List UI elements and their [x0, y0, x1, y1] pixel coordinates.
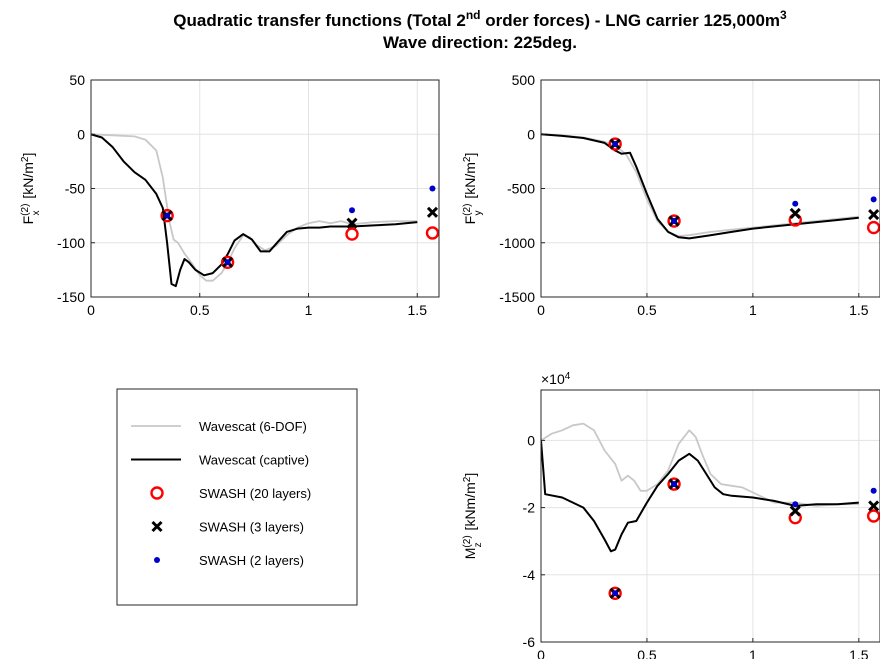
tick-label-y: -500	[507, 181, 535, 197]
title-superscript: nd	[466, 8, 481, 22]
legend-swatch-cross	[151, 520, 163, 533]
marker-dot	[224, 259, 231, 266]
legend-label: Wavescat (6-DOF)	[199, 419, 307, 434]
series-group	[541, 422, 859, 553]
legend-entry: Wavescat (6-DOF)	[131, 419, 307, 434]
tick-label-x: 1.5	[408, 302, 428, 318]
marker-dot	[870, 487, 877, 494]
tick-label-x: 0	[537, 647, 545, 659]
tick-label-y: -1000	[499, 235, 535, 251]
marker-cross	[426, 206, 439, 218]
tick-label-y: -50	[65, 181, 85, 197]
legend-entry: Wavescat (captive)	[131, 453, 309, 468]
tick-label-y: -1500	[499, 289, 535, 305]
marker-circle	[345, 227, 359, 241]
marker-circle	[667, 214, 681, 228]
plot-fx: 0 0.5 1 1.5 -150 -100 -50 0 50 F(2)x [kN/m2]	[20, 72, 440, 318]
marker-cross	[346, 217, 358, 229]
series-line	[541, 422, 859, 507]
marker-circle	[220, 255, 235, 269]
marker-cross	[789, 207, 801, 220]
axis-label-y: F(2)y [kN/m2]	[462, 153, 484, 225]
marker-dot	[870, 196, 877, 203]
marker-circle	[667, 477, 681, 491]
legend-box	[116, 388, 358, 606]
marker-dot	[612, 141, 619, 148]
tick-label-x: 1.5	[849, 647, 869, 659]
series-line	[91, 133, 418, 282]
legend-entry: SWASH (3 layers)	[151, 520, 304, 535]
tick-label-x: 0	[87, 302, 95, 318]
series-line	[91, 133, 418, 288]
legend: Wavescat (6-DOF) Wavescat (captive) SWASH …	[116, 388, 358, 606]
legend-label: SWASH (20 layers)	[199, 486, 311, 501]
tick-label-y: 0	[527, 432, 535, 448]
tick-label-y: 0	[77, 126, 85, 142]
marker-cross	[868, 208, 880, 221]
legend-swatch-dot	[154, 557, 160, 563]
axes-box	[540, 389, 880, 643]
tick-label-y: -6	[523, 634, 536, 650]
tick-label-y: -2	[523, 500, 536, 516]
marker-dot	[671, 481, 678, 488]
plot-area	[541, 390, 880, 642]
tick-label-y: 50	[69, 72, 85, 88]
tick-label-y: -4	[523, 567, 536, 583]
title-text: order forces) - LNG carrier 125,000m	[480, 11, 780, 30]
plot-fy: 0 0.5 1 1.5 -1500 -1000 -500 0 500 F(2)y [kN/m2]	[462, 72, 880, 318]
marker-dot	[429, 185, 436, 192]
axis-label-y: F(2)x [kN/m2]	[20, 153, 42, 225]
legend-label: Wavescat (captive)	[199, 453, 309, 468]
tick-label-x: 0.5	[637, 302, 657, 318]
tick-label-x: 1.5	[849, 302, 869, 318]
tick-label-x: 1	[749, 647, 757, 659]
marker-circle	[608, 137, 622, 151]
series-line	[541, 440, 859, 553]
tick-label-y: -150	[57, 289, 85, 305]
tick-label-x: 0.5	[637, 647, 657, 659]
series-group	[91, 133, 418, 288]
title-line-2: Wave direction: 225deg.	[383, 33, 577, 52]
legend-label: SWASH (2 layers)	[199, 553, 304, 568]
marker-cross	[789, 505, 801, 517]
legend-label: SWASH (3 layers)	[199, 520, 304, 535]
tick-label-x: 0	[537, 302, 545, 318]
tick-label-y: 500	[512, 72, 536, 88]
title-text: Quadratic transfer functions (Total 2	[173, 11, 466, 30]
title-line-1: Quadratic transfer functions (Total 2nd …	[173, 8, 787, 30]
marker-group	[608, 477, 880, 600]
marker-dot	[164, 212, 171, 219]
tick-label-y: 0	[527, 126, 535, 142]
tick-label-y: -100	[57, 235, 85, 251]
marker-group	[608, 137, 880, 235]
marker-dot	[671, 218, 678, 225]
marker-circle	[866, 509, 880, 523]
marker-circle	[160, 208, 174, 223]
marker-dot	[792, 200, 799, 207]
series-group	[541, 133, 859, 240]
legend-entry: SWASH (20 layers)	[150, 486, 311, 501]
axis-exponent: ×104	[541, 371, 571, 388]
series-line	[541, 133, 859, 240]
marker-circle	[866, 220, 880, 235]
marker-circle	[425, 226, 440, 240]
figure-title: Quadratic transfer functions (Total 2nd …	[173, 8, 787, 52]
marker-dot	[349, 207, 355, 214]
tick-label-x: 0.5	[190, 302, 210, 318]
title-superscript: 3	[780, 8, 787, 22]
marker-dot	[612, 590, 619, 597]
marker-cross	[868, 500, 880, 512]
legend-swatch-circle	[150, 486, 164, 500]
tick-label-x: 1	[305, 302, 313, 318]
legend-entry: SWASH (2 layers)	[154, 553, 304, 568]
marker-dot	[792, 501, 799, 508]
marker-group	[160, 185, 440, 269]
marker-circle	[608, 586, 622, 600]
tick-label-x: 1	[749, 302, 757, 318]
axis-label-y: M(2)z [kNm/m2]	[462, 473, 484, 559]
